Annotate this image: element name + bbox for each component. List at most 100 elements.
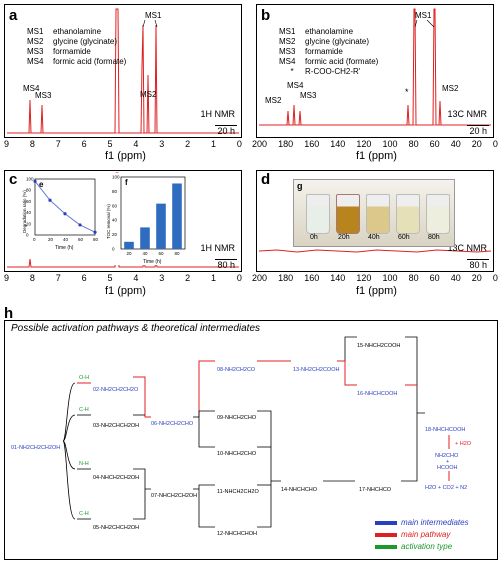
- tick-label: 100: [112, 175, 120, 180]
- product-final: H2O + CO2 + N2: [425, 485, 467, 491]
- inset-e-chart: e Degradation ratio (%) Time (h) 0 20 40 60…: [21, 175, 99, 251]
- legend-name: glycine (glycinate): [53, 37, 118, 46]
- activation-oh: O-H: [79, 375, 89, 381]
- nmr-type-label: 1H NMR: [200, 109, 235, 119]
- legend-name: ethanolamine: [53, 27, 102, 36]
- spectrum-d-line: [258, 249, 492, 253]
- panel-b-xlabel: f1 (ppm): [356, 150, 397, 162]
- tick-label: 20: [26, 221, 32, 226]
- legend-row: MS4 formic acid (formate): [279, 57, 378, 67]
- legend-text: main pathway: [401, 530, 451, 539]
- legend-row: main intermediates: [375, 517, 469, 529]
- panel-b-svg: MS1 MS2 * MS4 MS3 MS2: [259, 8, 491, 126]
- legend-code: MS4: [27, 57, 44, 66]
- data-point: [33, 179, 37, 183]
- panel-c-xlabel: f1 (ppm): [105, 285, 146, 297]
- activation-ch2: C-H: [79, 511, 89, 517]
- panel-b-xticks: 200 180 160 140 120 100 80 60 40 20 0: [252, 139, 498, 149]
- inset-e-label: e: [39, 180, 44, 189]
- intermediate-15: 15-NHCH2COOH: [357, 343, 400, 349]
- data-point: [48, 198, 52, 202]
- product-formamide: NH2CHO: [435, 453, 459, 459]
- peak-label-ms4: MS4: [23, 84, 40, 93]
- time-label: 20 h: [467, 125, 489, 136]
- intermediate-03: 03-NH2CHCH2OH: [93, 423, 139, 429]
- vial: [336, 194, 360, 234]
- intermediate-04: 04-NHCH2CH2OH: [93, 475, 139, 481]
- legend-name: formic acid (formate): [305, 57, 379, 66]
- peak-label-ms2b: MS2: [265, 96, 282, 105]
- panel-d-xticks: 200 180 160 140 120 100 80 60 40 20 0: [252, 273, 498, 283]
- inset-f-marks: [124, 183, 182, 249]
- xtick: 180: [278, 139, 294, 149]
- tick-label: 40: [63, 237, 69, 242]
- xtick: 180: [278, 273, 294, 283]
- xtick: 4: [133, 139, 139, 149]
- legend-code: MS2: [27, 37, 44, 46]
- xtick: 40: [450, 273, 461, 283]
- scheme-svg: 01-NH2CH2CH2OH 02-NH2CH2CH2O 03-NH2CHCH2…: [11, 336, 472, 537]
- xtick: 7: [55, 273, 61, 283]
- xtick: 9: [4, 273, 10, 283]
- photo-label: g: [297, 181, 303, 191]
- xtick: 4: [133, 273, 139, 283]
- xtick: 3: [159, 273, 165, 283]
- tick-label: 60: [112, 203, 118, 208]
- legend-row: MS3 formamide: [279, 47, 378, 57]
- xtick: 1: [211, 139, 217, 149]
- inset-f-yticks: 0 20 40 60 80 100: [112, 175, 120, 252]
- peak-label-ms3: MS3: [300, 91, 317, 100]
- legend-row: main pathway: [375, 529, 469, 541]
- xtick: 160: [304, 273, 320, 283]
- intermediate-02: 02-NH2CH2CH2O: [93, 387, 139, 393]
- panel-d-svg: [258, 249, 492, 253]
- tick-label: 40: [26, 210, 32, 215]
- panel-d-spectrum: d 13C NMR 80 h g 0h 20h 40h 60h 80h: [256, 170, 494, 272]
- legend-code: MS4: [279, 57, 296, 66]
- xtick: 60: [429, 139, 440, 149]
- panel-b-legend: MS1 ethanolamine MS2 glycine (glycinate) M…: [279, 27, 378, 77]
- time-label: 20 h: [215, 125, 237, 136]
- xtick: 1: [211, 273, 217, 283]
- vial-label: 60h: [398, 234, 410, 241]
- tick-label: 20: [127, 251, 133, 256]
- tick-label: 80: [175, 251, 181, 256]
- legend-row: * R-COO-CH2-R': [279, 67, 378, 77]
- tick-label: 60: [159, 251, 165, 256]
- xtick: 20: [471, 273, 482, 283]
- legend-swatch: [375, 532, 397, 537]
- xtick: 140: [330, 273, 346, 283]
- panel-d-label: d: [261, 171, 271, 188]
- tick-label: 80: [112, 189, 118, 194]
- xtick: 40: [450, 139, 461, 149]
- tick-label: 20: [48, 237, 54, 242]
- bar: [140, 227, 150, 249]
- xtick: 100: [382, 273, 398, 283]
- vial: [306, 194, 330, 234]
- scheme-title: Possible activation pathways & theoretic…: [11, 323, 261, 334]
- legend-code: MS1: [279, 27, 296, 36]
- xtick: 100: [382, 139, 398, 149]
- peak-label-ms1: MS1: [415, 11, 432, 20]
- inset-f-label: f: [125, 178, 128, 187]
- legend-row: MS4 formic acid (formate): [27, 57, 126, 67]
- panel-h-scheme: Possible activation pathways & theoretic…: [4, 320, 498, 560]
- intermediate-01: 01-NH2CH2CH2OH: [11, 445, 60, 451]
- intermediate-10: 10-NHCH2CHO: [217, 451, 257, 457]
- intermediate-07: 07-NHCH2CH2OH: [151, 493, 197, 499]
- legend-row: MS1 ethanolamine: [27, 27, 126, 37]
- xtick: 0: [236, 139, 242, 149]
- intermediate-06: 06-NH2CH2CHO: [151, 421, 194, 427]
- intermediate-16: 16-NHCHCOOH: [357, 391, 397, 397]
- tick-label: 100: [26, 177, 34, 182]
- legend-name: R-COO-CH2-R': [305, 67, 361, 76]
- intermediate-05: 05-NH2CHCH2OH: [93, 525, 139, 531]
- tick-label: 40: [143, 251, 149, 256]
- vial: [396, 194, 420, 234]
- xtick: 9: [4, 139, 10, 149]
- bar: [172, 183, 182, 249]
- inset-f-chart: f TOC removal (%) Time (h) 20 40 60 80 0 20 4…: [105, 173, 189, 265]
- nmr-type-label: 13C NMR: [447, 243, 487, 253]
- panel-a-xticks: 9 8 7 6 5 4 3 2 1 0: [4, 139, 242, 149]
- legend-name: formamide: [53, 47, 91, 56]
